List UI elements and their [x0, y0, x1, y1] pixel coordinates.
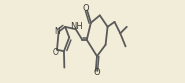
- Text: O: O: [83, 4, 89, 13]
- Text: NH: NH: [70, 22, 83, 31]
- Text: O: O: [94, 68, 100, 77]
- Text: O: O: [53, 48, 58, 57]
- Text: N: N: [54, 27, 60, 36]
